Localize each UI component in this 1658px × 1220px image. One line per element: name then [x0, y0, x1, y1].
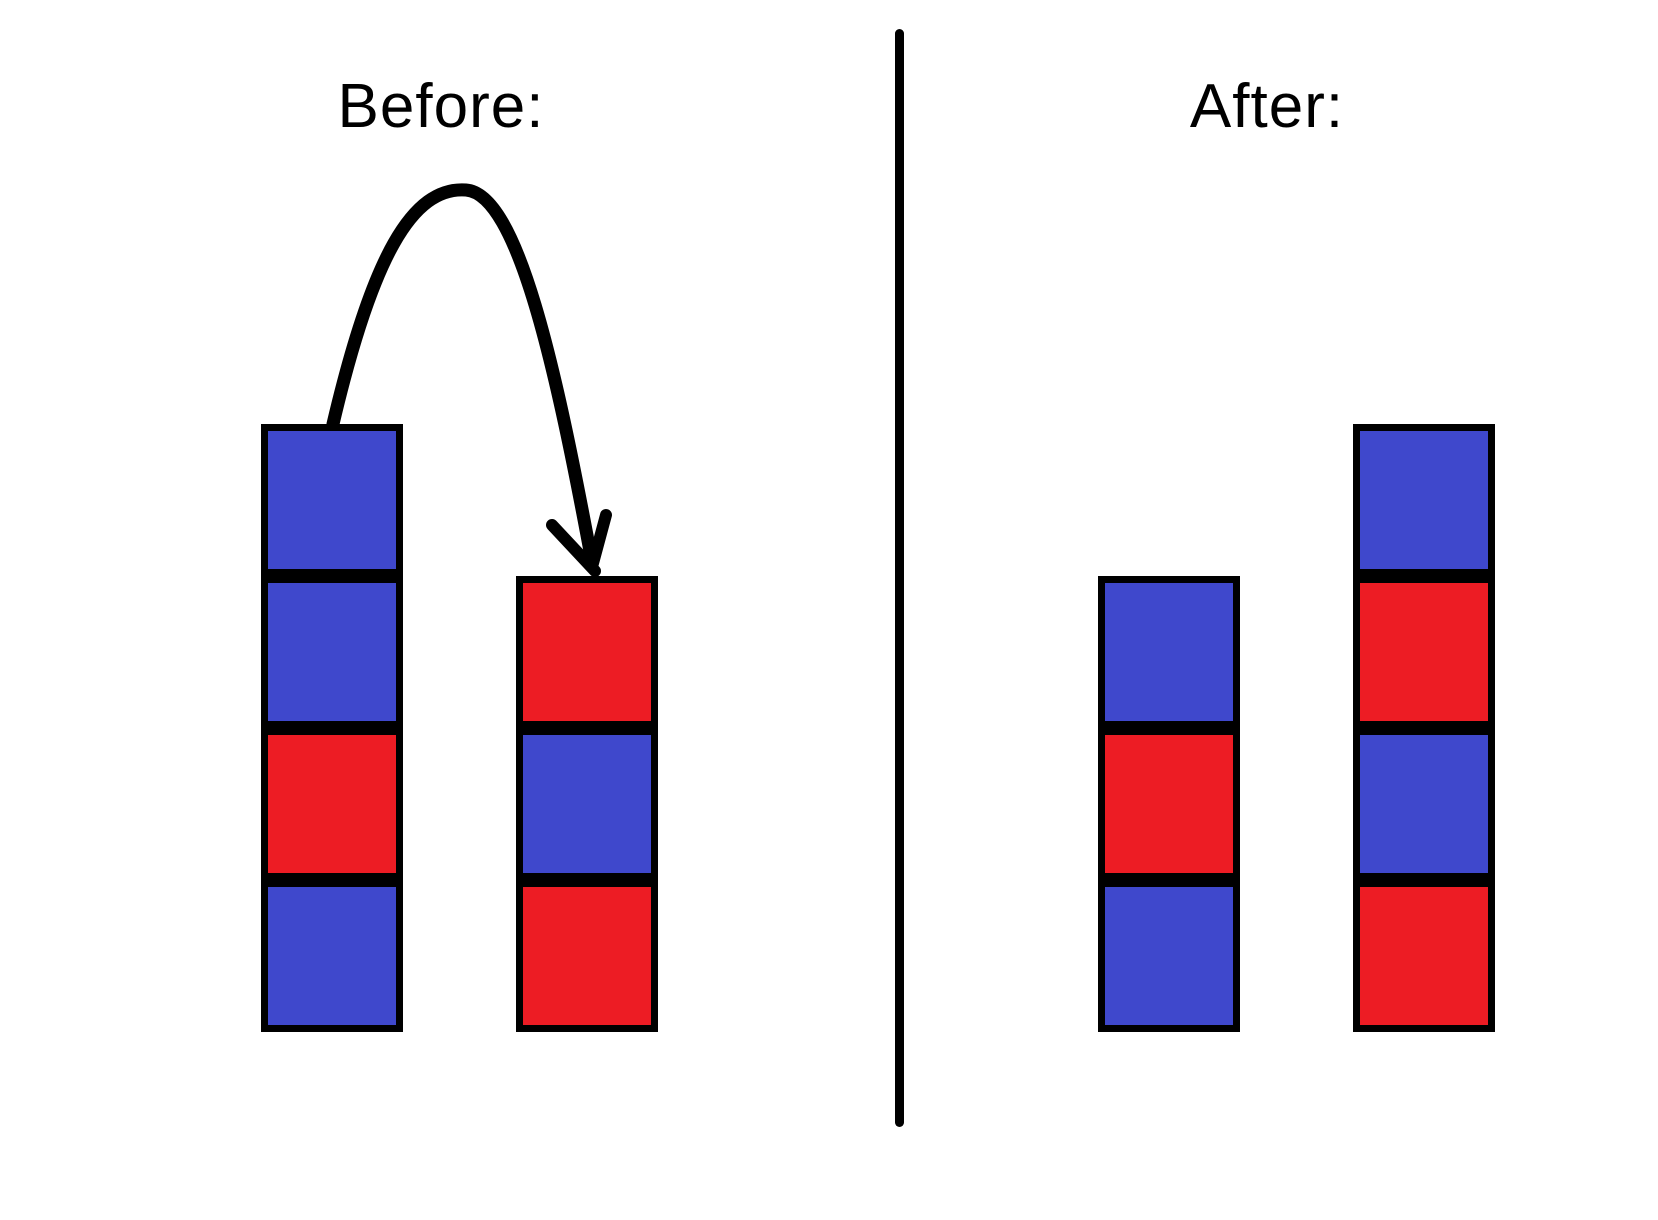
arrowhead-right-barb [586, 509, 612, 573]
block-blue [516, 728, 658, 880]
block-red [516, 880, 658, 1032]
block-blue [261, 880, 403, 1032]
block-red [1098, 728, 1240, 880]
stack-before-left [261, 424, 403, 1032]
block-blue [261, 424, 403, 576]
arrowhead-left-barb [546, 519, 601, 577]
stack-after-right [1353, 424, 1495, 1032]
block-red [261, 728, 403, 880]
block-red [516, 576, 658, 728]
stack-after-left [1098, 576, 1240, 1032]
block-blue [261, 576, 403, 728]
block-blue [1098, 576, 1240, 728]
panel-divider-line [895, 29, 904, 1127]
block-blue [1098, 880, 1240, 1032]
block-blue [1353, 728, 1495, 880]
block-red [1353, 880, 1495, 1032]
after-title: After: [1189, 72, 1345, 141]
stack-before-right [516, 576, 658, 1032]
block-red [1353, 576, 1495, 728]
block-blue [1353, 424, 1495, 576]
before-title: Before: [337, 72, 545, 141]
